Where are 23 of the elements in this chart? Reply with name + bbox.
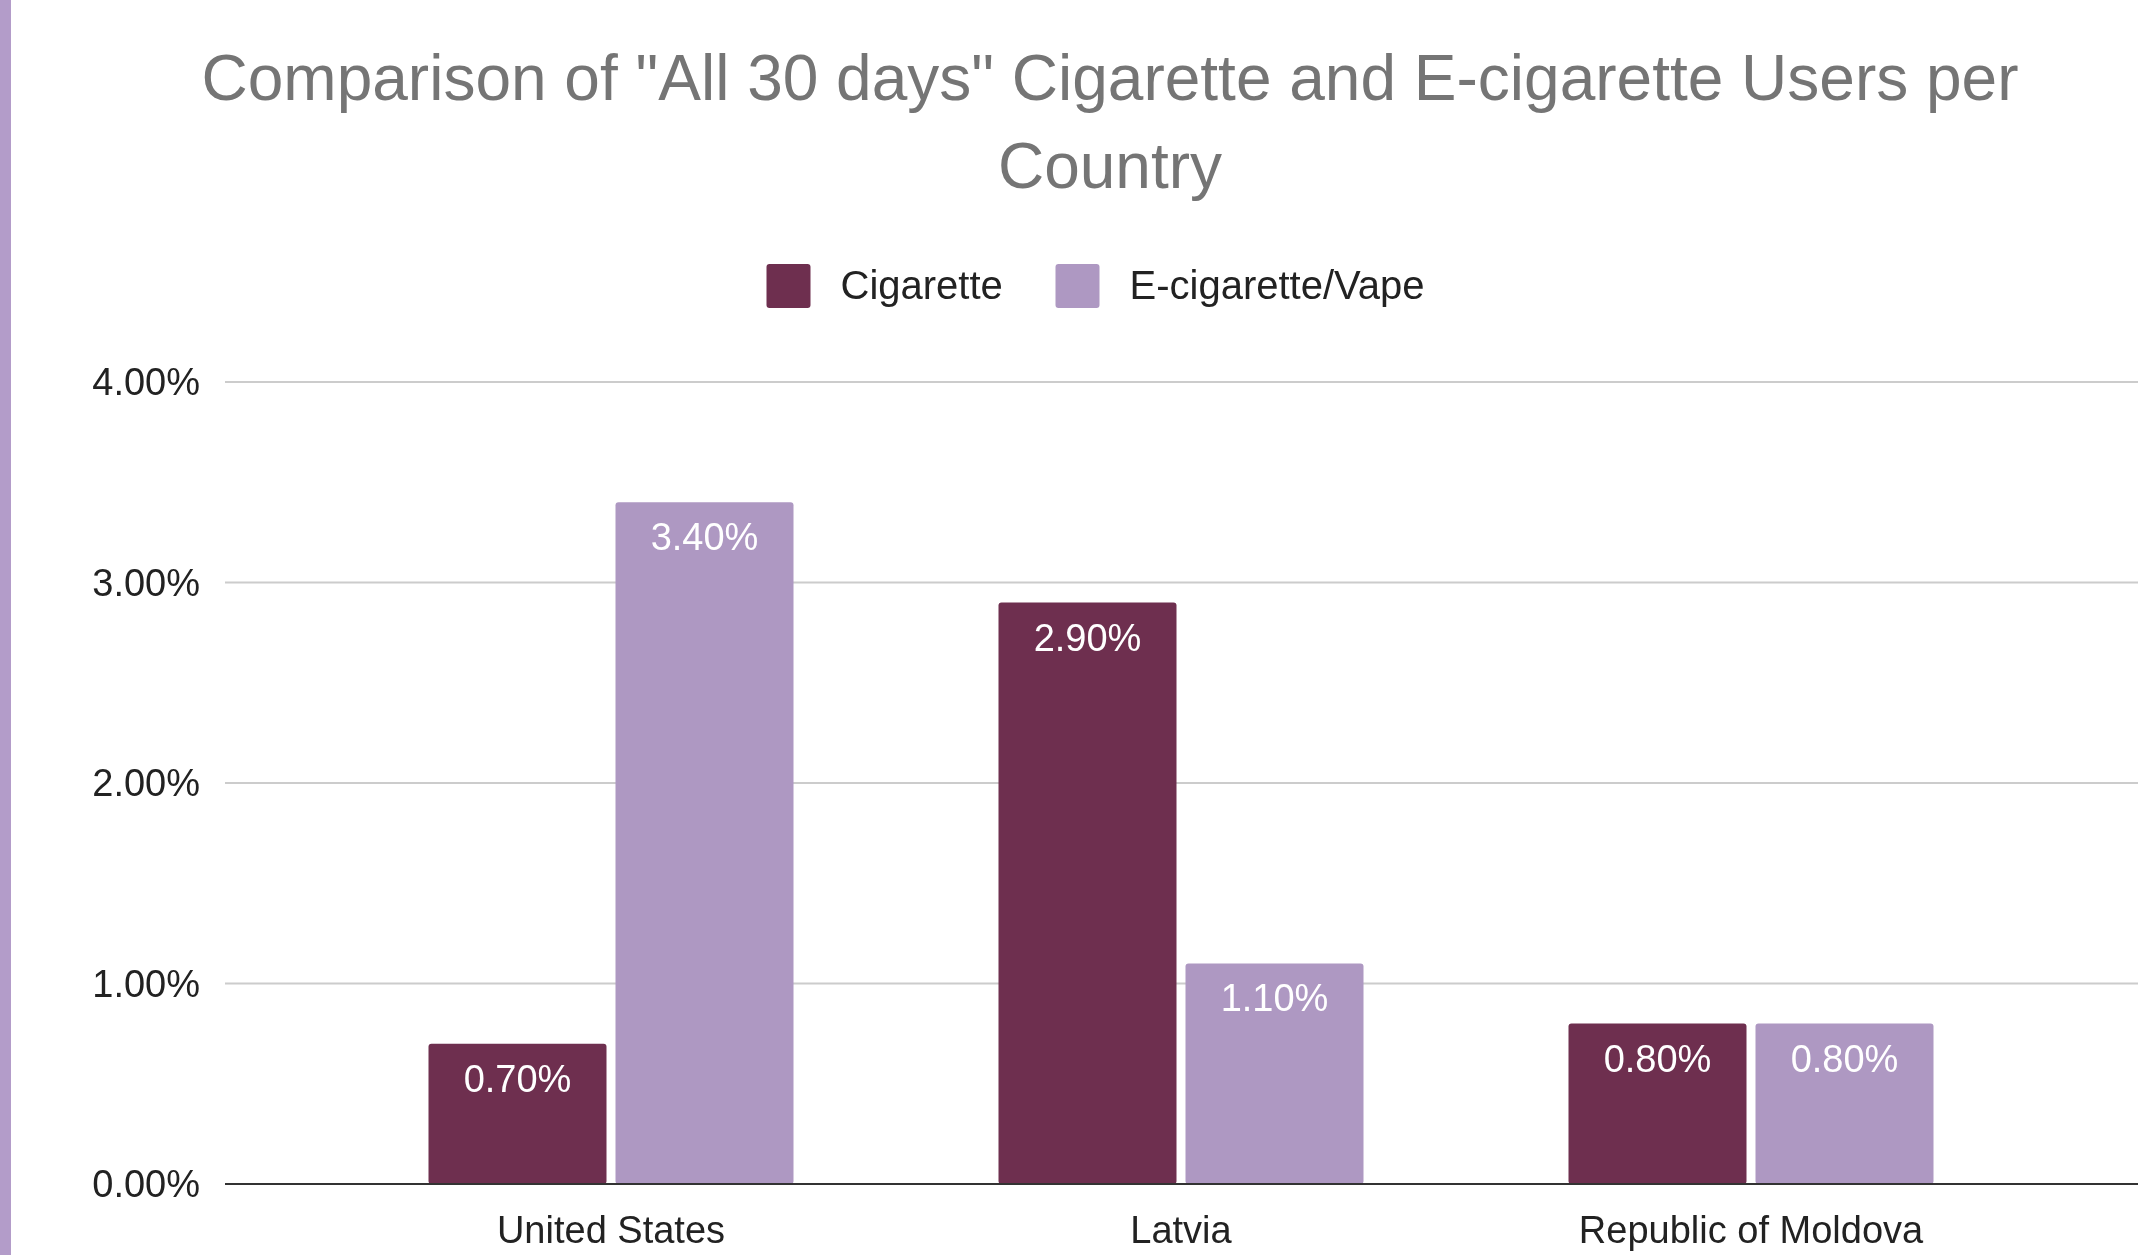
text: 1.10% <box>1220 977 1329 1020</box>
chart-title: Comparison of "All 30 days" Cigarette and E-cigarette Users per Country <box>201 42 2019 202</box>
legend-label: E-cigarette/Vape <box>1129 263 1425 307</box>
y-tick-label: 0.00% <box>92 1163 200 1205</box>
x-tick-label: Republic of Moldova <box>1578 1209 1925 1251</box>
text: 0.80% <box>1603 1037 1712 1080</box>
bar <box>1185 963 1364 1184</box>
y-tick-label: 4.00% <box>92 361 200 403</box>
text: 0.80% <box>1790 1037 1899 1080</box>
y-tick-label: 2.00% <box>92 762 200 804</box>
bar <box>1568 1023 1747 1184</box>
bar <box>1755 1023 1934 1184</box>
legend-label: Cigarette <box>840 263 1003 307</box>
bar <box>428 1043 607 1184</box>
bar <box>998 602 1177 1184</box>
x-tick-label: United States <box>496 1209 726 1251</box>
text: 3.40% <box>650 516 759 559</box>
text: 0.70% <box>463 1057 572 1100</box>
x-tick-label: Latvia <box>1130 1209 1233 1251</box>
y-tick-label: 3.00% <box>92 561 200 604</box>
y-tick-label: 1.00% <box>92 962 200 1005</box>
bar <box>615 502 794 1184</box>
text: 2.90% <box>1033 616 1142 659</box>
